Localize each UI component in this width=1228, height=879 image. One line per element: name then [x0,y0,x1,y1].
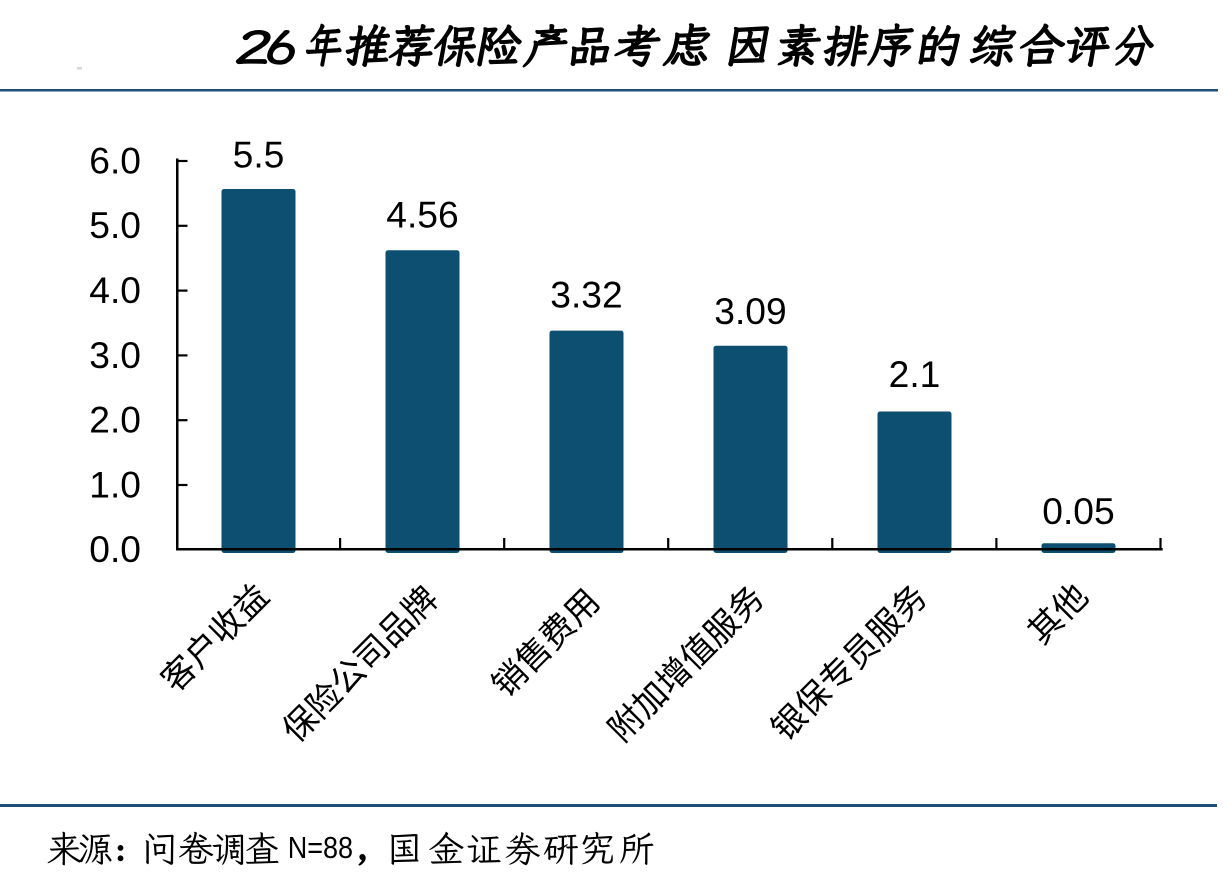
svg-text:2.0: 2.0 [89,399,141,441]
svg-text:5.0: 5.0 [89,204,141,246]
svg-text:3.0: 3.0 [89,334,141,376]
svg-text:6.0: 6.0 [89,139,141,181]
svg-text:3.32: 3.32 [550,273,622,315]
svg-text:0.0: 0.0 [89,528,141,570]
svg-text:1.0: 1.0 [89,463,141,505]
svg-text:4.56: 4.56 [386,194,458,236]
svg-text:N=88: N=88 [288,832,353,866]
svg-text:4.0: 4.0 [89,269,141,311]
svg-text:5.5: 5.5 [233,133,285,175]
svg-text:2.1: 2.1 [889,353,941,395]
svg-text:0.05: 0.05 [1042,490,1114,532]
svg-text:3.09: 3.09 [714,290,786,332]
